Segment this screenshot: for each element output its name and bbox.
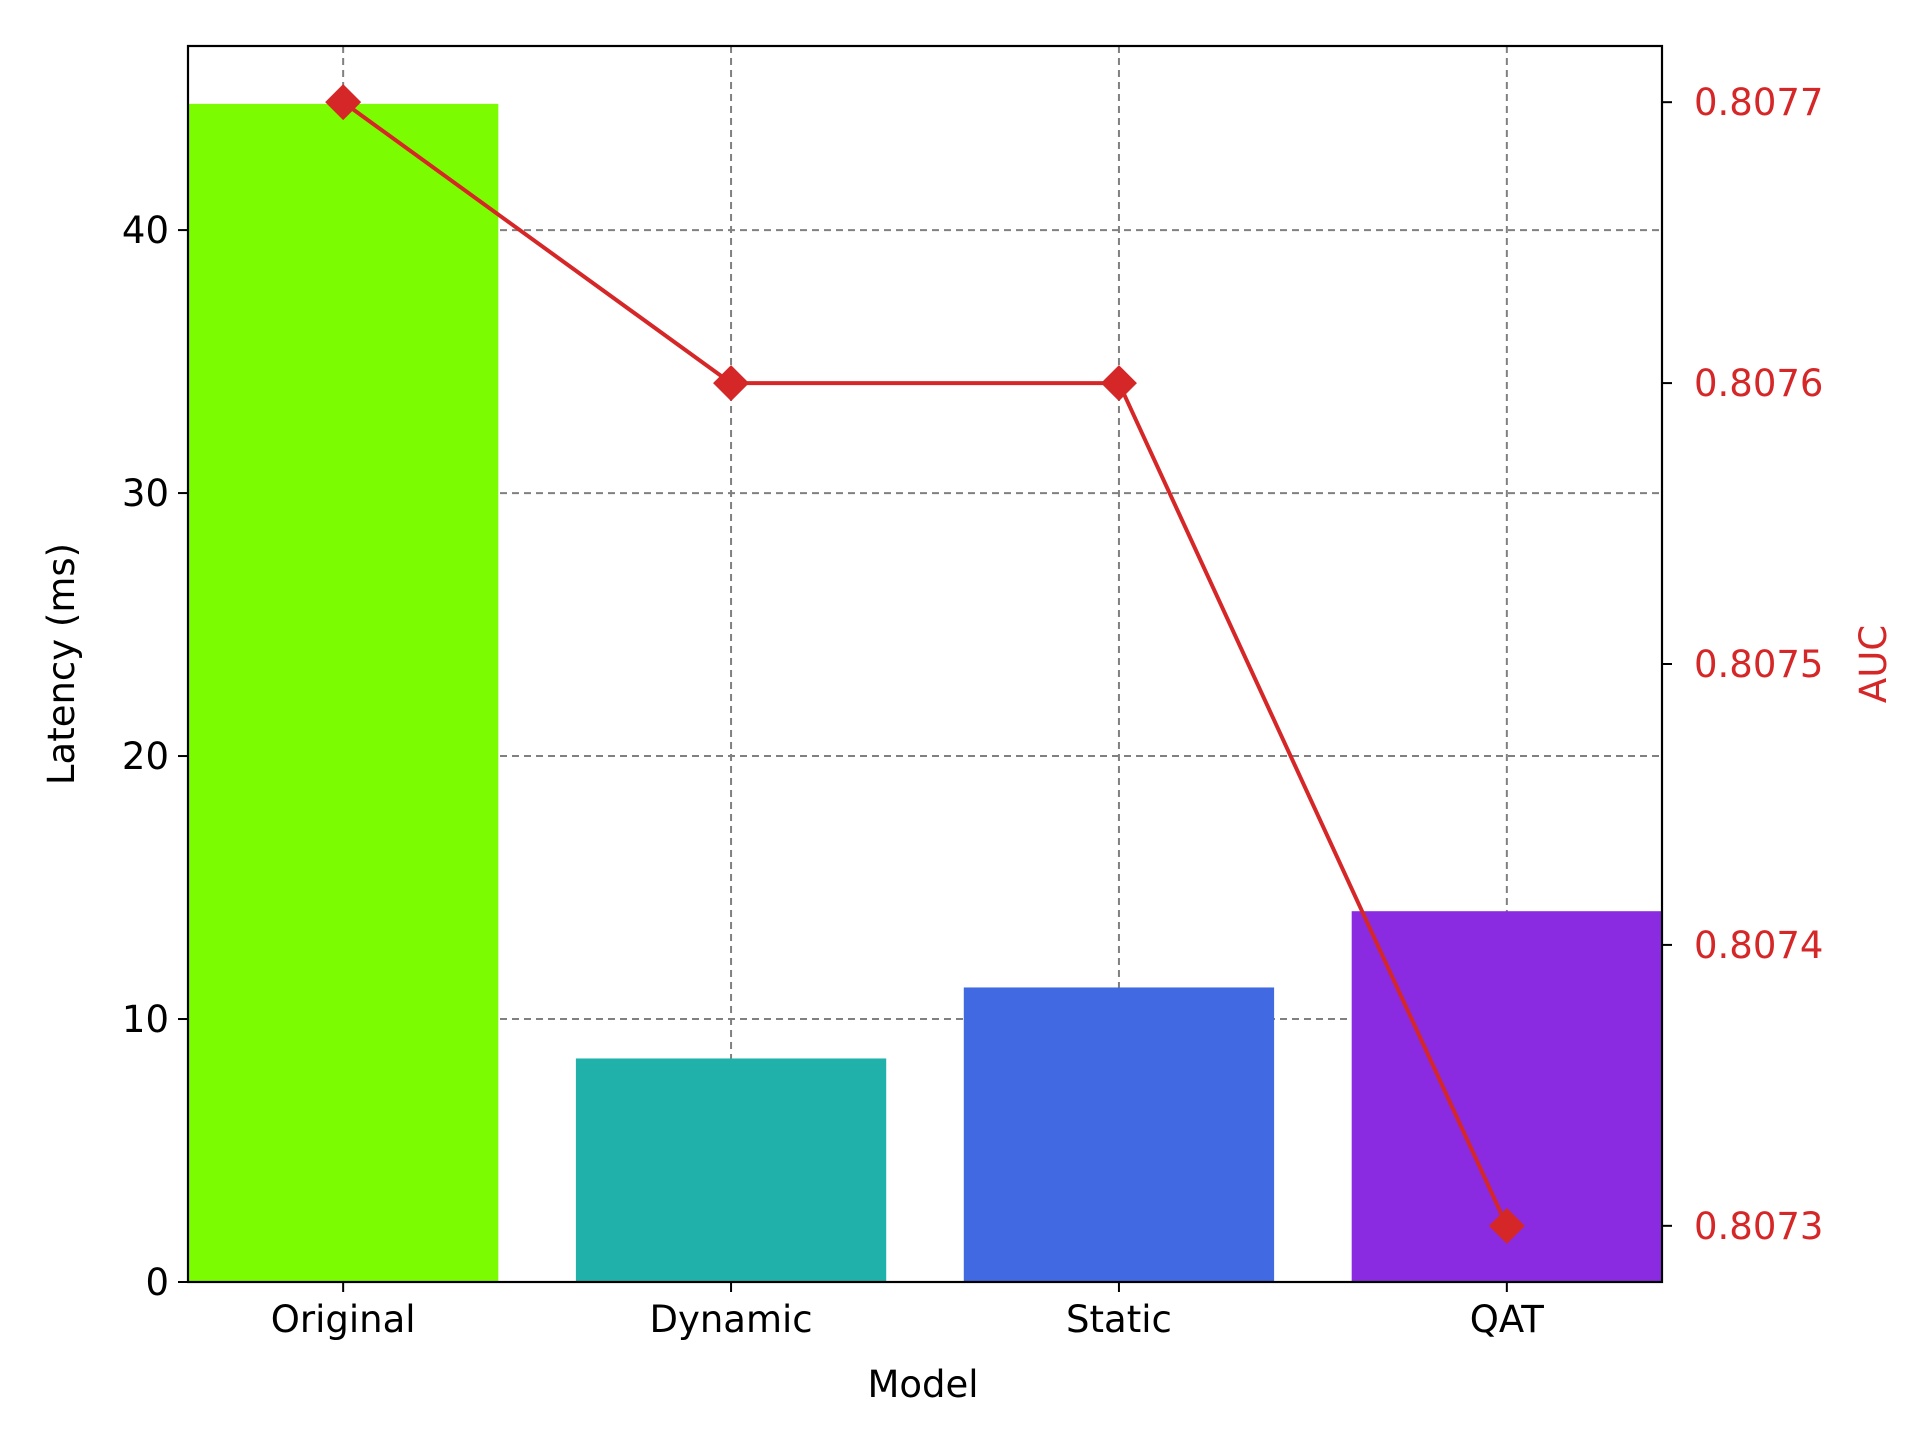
y2-tick-label: 0.8073: [1694, 1205, 1823, 1248]
y2-tick-label: 0.8075: [1694, 643, 1823, 686]
y-tick-label: 0: [145, 1261, 169, 1304]
bar-dynamic: [575, 1058, 887, 1282]
x-tick-label: Dynamic: [649, 1298, 812, 1341]
auc-marker-qat: [1488, 1207, 1525, 1244]
y-tick-label: 20: [122, 735, 169, 778]
auc-marker-dynamic: [713, 365, 750, 402]
bar-static: [963, 987, 1275, 1282]
x-tick-label: QAT: [1470, 1298, 1545, 1341]
auc-marker-original: [325, 84, 362, 121]
auc-marker-static: [1100, 365, 1137, 402]
y-axis-label: Latency (ms): [40, 543, 83, 785]
y2-tick-label: 0.8076: [1694, 362, 1823, 405]
x-tick-label: Static: [1066, 1298, 1172, 1341]
y2-axis-label: AUC: [1852, 625, 1895, 703]
y2-tick-label: 0.8074: [1694, 924, 1823, 967]
grid-layer: [188, 46, 1662, 1282]
y2-tick-label: 0.8077: [1694, 81, 1823, 124]
auc-line: [341, 100, 1509, 1227]
y-tick-label: 30: [122, 472, 169, 515]
bar-original: [188, 103, 499, 1282]
x-axis-label: Model: [867, 1363, 978, 1406]
right-axis: 0.8073 0.8074 0.8075 0.8076 0.8077: [1662, 81, 1823, 1248]
y-tick-label: 10: [122, 998, 169, 1041]
x-tick-label: Original: [271, 1298, 416, 1341]
x-axis: Original Dynamic Static QAT: [271, 1282, 1545, 1341]
bar-layer: [188, 103, 1662, 1282]
y-tick-label: 40: [122, 209, 169, 252]
left-axis: 0 10 20 30 40: [122, 209, 188, 1304]
line-layer: [325, 84, 1525, 1244]
